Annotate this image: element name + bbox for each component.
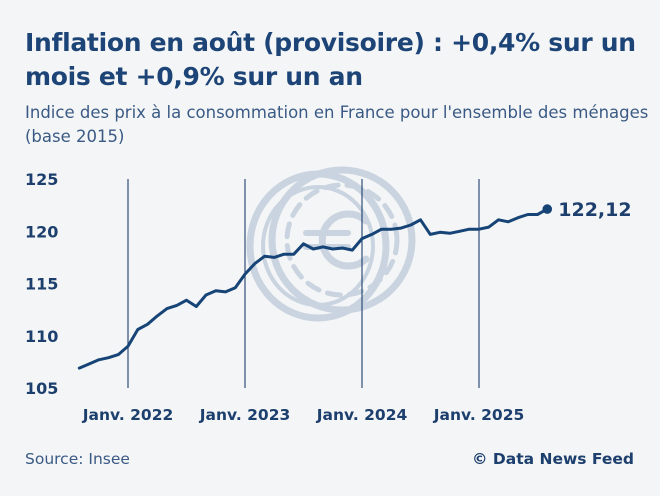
y-tick-label: 125 — [25, 170, 58, 189]
y-tick-label: 105 — [25, 379, 58, 398]
x-tick-label: Janv. 2024 — [316, 406, 408, 424]
x-tick-label: Janv. 2023 — [199, 406, 291, 424]
end-point-marker — [542, 204, 553, 214]
chart-title: Inflation en août (provisoire) : +0,4% s… — [25, 28, 636, 91]
y-tick-label: 115 — [25, 275, 58, 294]
y-tick-label: 120 — [25, 222, 58, 241]
series-line — [77, 207, 549, 370]
x-tick-label: Janv. 2022 — [82, 406, 174, 424]
end-value-label: 122,12 — [558, 199, 631, 221]
source-note: Source: Insee — [25, 450, 130, 468]
x-tick-label: Janv. 2025 — [433, 406, 525, 424]
chart-subtitle: Indice des prix à la consommation en Fra… — [25, 103, 649, 146]
y-tick-label: 110 — [25, 327, 58, 346]
credit-label: © Data News Feed — [472, 450, 634, 468]
euro-coin-icon — [246, 166, 416, 322]
